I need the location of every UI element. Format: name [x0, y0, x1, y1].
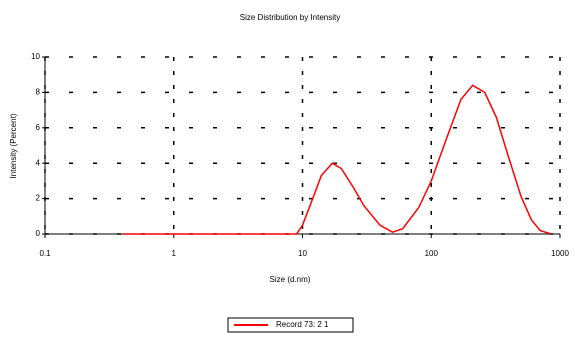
- y-tick-label: 0: [36, 229, 41, 238]
- x-tick-label: 100: [425, 249, 439, 258]
- x-tick-label: 0.1: [39, 249, 51, 258]
- x-axis-label: Size (d.nm): [270, 275, 311, 284]
- legend-box: [227, 317, 354, 333]
- data-line: [122, 84, 552, 235]
- x-tick-label: 10: [298, 249, 307, 258]
- x-tick-label: 1000: [551, 249, 569, 258]
- y-tick-label: 6: [36, 123, 41, 132]
- y-tick-label: 10: [31, 52, 40, 61]
- chart-title: Size Distribution by Intensity: [240, 13, 341, 22]
- legend-label: Record 73: 2 1: [276, 320, 329, 329]
- y-tick-label: 2: [36, 194, 41, 203]
- y-tick-label: 8: [36, 88, 41, 97]
- x-tick-label: 1: [172, 249, 177, 258]
- y-axis-label: Intensity (Percent): [9, 113, 18, 178]
- y-tick-label: 4: [36, 158, 41, 167]
